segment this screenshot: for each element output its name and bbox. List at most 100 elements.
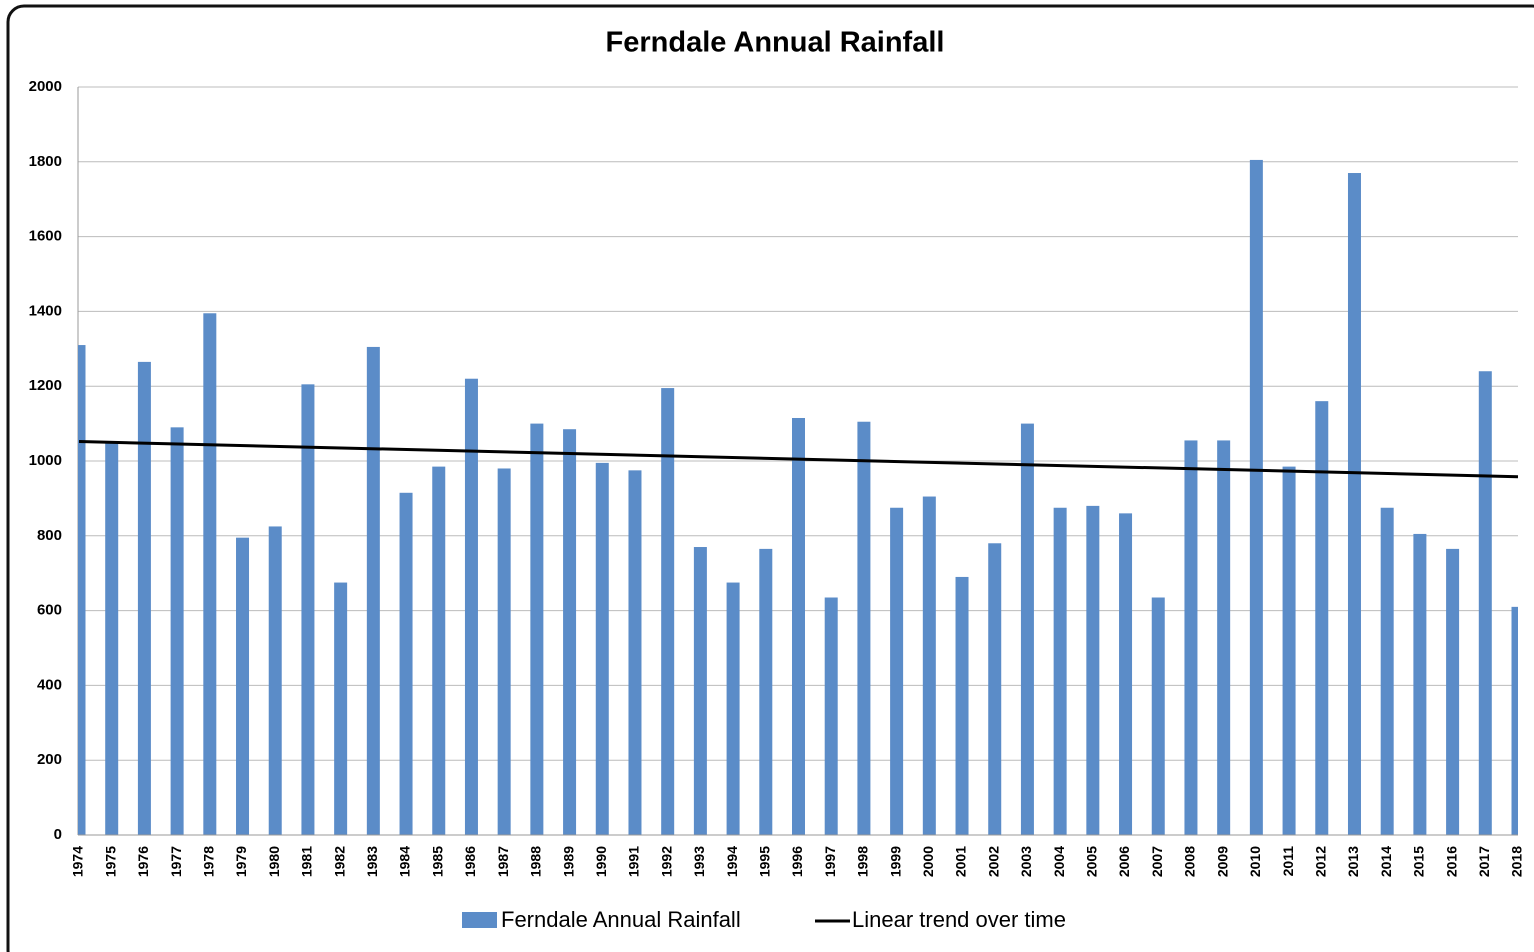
x-tick-label: 1986 [462, 846, 478, 877]
x-tick-label: 1977 [168, 846, 184, 877]
bar [78, 345, 86, 835]
x-tick-label: 2016 [1443, 846, 1459, 877]
x-tick-label: 1984 [397, 846, 413, 877]
bar [1184, 440, 1198, 835]
bar [105, 442, 119, 835]
y-tick-label: 1600 [29, 228, 62, 245]
x-tick-label: 1974 [70, 846, 86, 877]
bar [857, 421, 871, 835]
trend-line [78, 440, 1519, 479]
bar [1478, 371, 1492, 835]
x-tick-label: 1997 [822, 846, 838, 877]
x-tick-label: 1996 [789, 846, 805, 877]
x-tick-label: 1987 [495, 846, 511, 877]
x-tick-label: 2005 [1084, 846, 1100, 877]
bar [268, 526, 282, 835]
y-tick-label: 1200 [29, 377, 62, 394]
x-tick-label: 1980 [266, 846, 282, 877]
x-tick-label: 2006 [1116, 846, 1132, 877]
bar [137, 361, 151, 835]
bar [693, 547, 707, 835]
y-tick-label: 800 [37, 527, 62, 544]
x-tick-label: 1999 [887, 846, 903, 877]
x-tick-label: 1989 [560, 846, 576, 877]
bar [890, 507, 904, 835]
x-tick-label: 2017 [1476, 846, 1492, 877]
bar [1347, 173, 1361, 835]
bar [1282, 466, 1296, 835]
y-tick-label: 2000 [29, 78, 62, 95]
x-tick-label: 2009 [1214, 846, 1230, 877]
bar [955, 576, 969, 835]
bar [301, 384, 315, 835]
x-tick-label: 1982 [331, 846, 347, 877]
bar [1217, 440, 1231, 835]
x-tick-label: 2013 [1345, 846, 1361, 877]
x-tick-label: 1985 [429, 846, 445, 877]
x-tick-label: 1983 [364, 846, 380, 877]
x-tick-label: 2010 [1247, 846, 1263, 877]
bar [334, 582, 348, 835]
bar [922, 496, 936, 835]
x-tick-label: 1992 [658, 846, 674, 877]
x-tick-label: 2014 [1378, 846, 1394, 877]
legend-label: Linear trend over time [852, 907, 1066, 932]
legend: Ferndale Annual Rainfall Linear trend ov… [462, 907, 1066, 932]
x-tick-label: 1979 [233, 846, 249, 877]
bar [563, 429, 577, 835]
bar [726, 582, 740, 835]
bar [236, 537, 250, 835]
bar [595, 462, 609, 835]
y-tick-label: 1800 [29, 153, 62, 170]
x-tick-label: 1975 [102, 846, 118, 877]
x-tick-label: 2011 [1280, 846, 1296, 877]
chart-title: Ferndale Annual Rainfall [606, 27, 945, 59]
bar [1413, 533, 1427, 835]
bar [1511, 606, 1518, 835]
y-tick-label: 600 [37, 602, 62, 619]
y-tick-label: 200 [37, 751, 62, 768]
x-tick-label: 2001 [953, 846, 969, 877]
x-tick-label: 2002 [985, 846, 1001, 877]
bar [203, 313, 217, 835]
bar [759, 548, 773, 835]
bar [988, 543, 1002, 835]
bar [1380, 507, 1394, 835]
bar [1020, 423, 1034, 835]
x-tick-label: 2015 [1411, 846, 1427, 877]
bar [1315, 401, 1329, 835]
bar [1249, 159, 1263, 835]
x-tick-label: 2000 [920, 846, 936, 877]
bar [530, 423, 544, 835]
bar [432, 466, 446, 835]
legend-swatch [462, 912, 497, 928]
x-tick-label: 2018 [1509, 846, 1525, 877]
bar [824, 597, 838, 835]
x-tick-label: 1994 [724, 846, 740, 877]
bar [1446, 548, 1460, 835]
legend-label: Ferndale Annual Rainfall [501, 907, 741, 932]
bar [399, 492, 413, 835]
y-tick-label: 1400 [29, 302, 62, 319]
bar [1119, 513, 1133, 835]
x-tick-label: 1990 [593, 846, 609, 877]
x-tick-label: 1991 [626, 846, 642, 877]
x-tick-label: 2008 [1182, 846, 1198, 877]
bar [628, 470, 642, 835]
y-tick-label: 400 [37, 676, 62, 693]
x-tick-label: 2004 [1051, 846, 1067, 877]
x-tick-label: 1998 [855, 846, 871, 877]
x-tick-label: 1981 [299, 846, 315, 877]
bar [170, 427, 184, 835]
bar [1053, 507, 1067, 835]
bar [661, 388, 675, 835]
y-tick-label: 1000 [29, 452, 62, 469]
x-tick-label: 1988 [528, 846, 544, 877]
x-tick-label: 1995 [756, 846, 772, 877]
y-tick-label: 0 [54, 826, 62, 843]
plot-area [78, 159, 1518, 835]
x-tick-label: 1993 [691, 846, 707, 877]
x-tick-label: 1976 [135, 846, 151, 877]
bar [464, 378, 478, 835]
